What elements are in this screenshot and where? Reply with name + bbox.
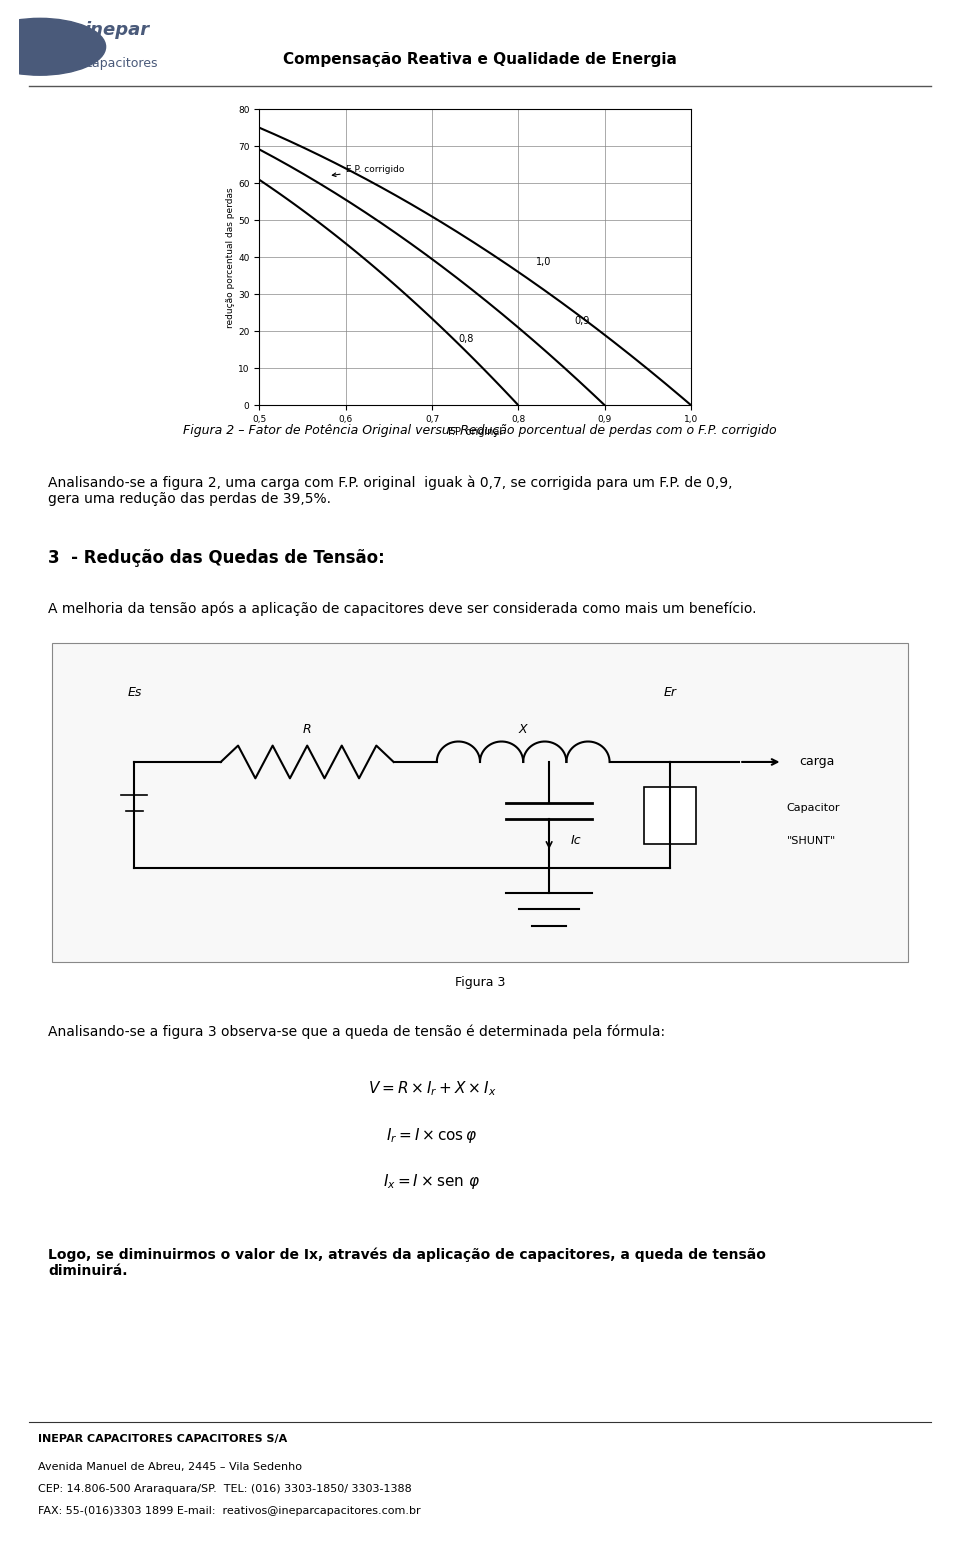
Text: R: R	[303, 723, 311, 736]
Text: Es: Es	[128, 686, 141, 700]
Text: 0,8: 0,8	[458, 334, 473, 345]
X-axis label: F.P. original: F.P. original	[448, 427, 502, 437]
Text: Fonte: Fonte	[58, 703, 92, 716]
Text: Logo, se diminuirmos o valor de Ix, através da aplicação de capacitores, a queda: Logo, se diminuirmos o valor de Ix, atra…	[48, 1247, 766, 1278]
Text: $V = R \times I_r + X \times I_x$: $V = R \times I_r + X \times I_x$	[368, 1079, 496, 1098]
Text: E.P. corrigido: E.P. corrigido	[332, 165, 404, 176]
Text: 1,0: 1,0	[536, 257, 551, 267]
Text: carga: carga	[800, 756, 835, 769]
Text: FAX: 55-(016)3303 1899 E-mail:  reativos@ineparcapacitores.com.br: FAX: 55-(016)3303 1899 E-mail: reativos@…	[38, 1506, 421, 1515]
Text: $I_x = I \times \mathrm{sen}\ \varphi$: $I_x = I \times \mathrm{sen}\ \varphi$	[383, 1172, 481, 1191]
Text: Analisando-se a figura 3 observa-se que a queda de tensão é determinada pela fór: Analisando-se a figura 3 observa-se que …	[48, 1024, 665, 1038]
Text: Figura 2 – Fator de Potência Original versus Redução porcentual de perdas com o : Figura 2 – Fator de Potência Original ve…	[183, 424, 777, 437]
Text: "SHUNT": "SHUNT"	[787, 836, 836, 847]
Text: X: X	[519, 723, 527, 736]
Bar	[644, 786, 696, 843]
Y-axis label: redução porcentual das perdas: redução porcentual das perdas	[227, 187, 235, 327]
Text: Ic: Ic	[571, 834, 582, 847]
Text: CEP: 14.806-500 Araraquara/SP.  TEL: (016) 3303-1850/ 3303-1388: CEP: 14.806-500 Araraquara/SP. TEL: (016…	[38, 1484, 412, 1494]
Text: INEPAR CAPACITORES CAPACITORES S/A: INEPAR CAPACITORES CAPACITORES S/A	[38, 1434, 288, 1444]
Text: 3  - Redução das Quedas de Tensão:: 3 - Redução das Quedas de Tensão:	[48, 549, 385, 567]
Circle shape	[0, 19, 106, 75]
Text: Er: Er	[663, 686, 677, 700]
Text: $I_r = I \times \cos \varphi$: $I_r = I \times \cos \varphi$	[386, 1126, 478, 1144]
Text: inepar: inepar	[84, 22, 150, 39]
Text: Analisando-se a figura 2, uma carga com F.P. original  iguak à 0,7, se corrigida: Analisando-se a figura 2, uma carga com …	[48, 475, 732, 507]
Text: Figura 3: Figura 3	[455, 976, 505, 988]
Text: fig. 6: fig. 6	[77, 918, 106, 928]
Text: capacitores: capacitores	[84, 56, 157, 70]
Text: Capacitor: Capacitor	[787, 803, 840, 814]
Text: Compensação Reativa e Qualidade de Energia: Compensação Reativa e Qualidade de Energ…	[283, 51, 677, 67]
Text: A melhoria da tensão após a aplicação de capacitores deve ser considerada como m: A melhoria da tensão após a aplicação de…	[48, 602, 756, 616]
Text: 0,9: 0,9	[574, 316, 590, 326]
Text: Avenida Manuel de Abreu, 2445 – Vila Sedenho: Avenida Manuel de Abreu, 2445 – Vila Sed…	[38, 1462, 302, 1472]
